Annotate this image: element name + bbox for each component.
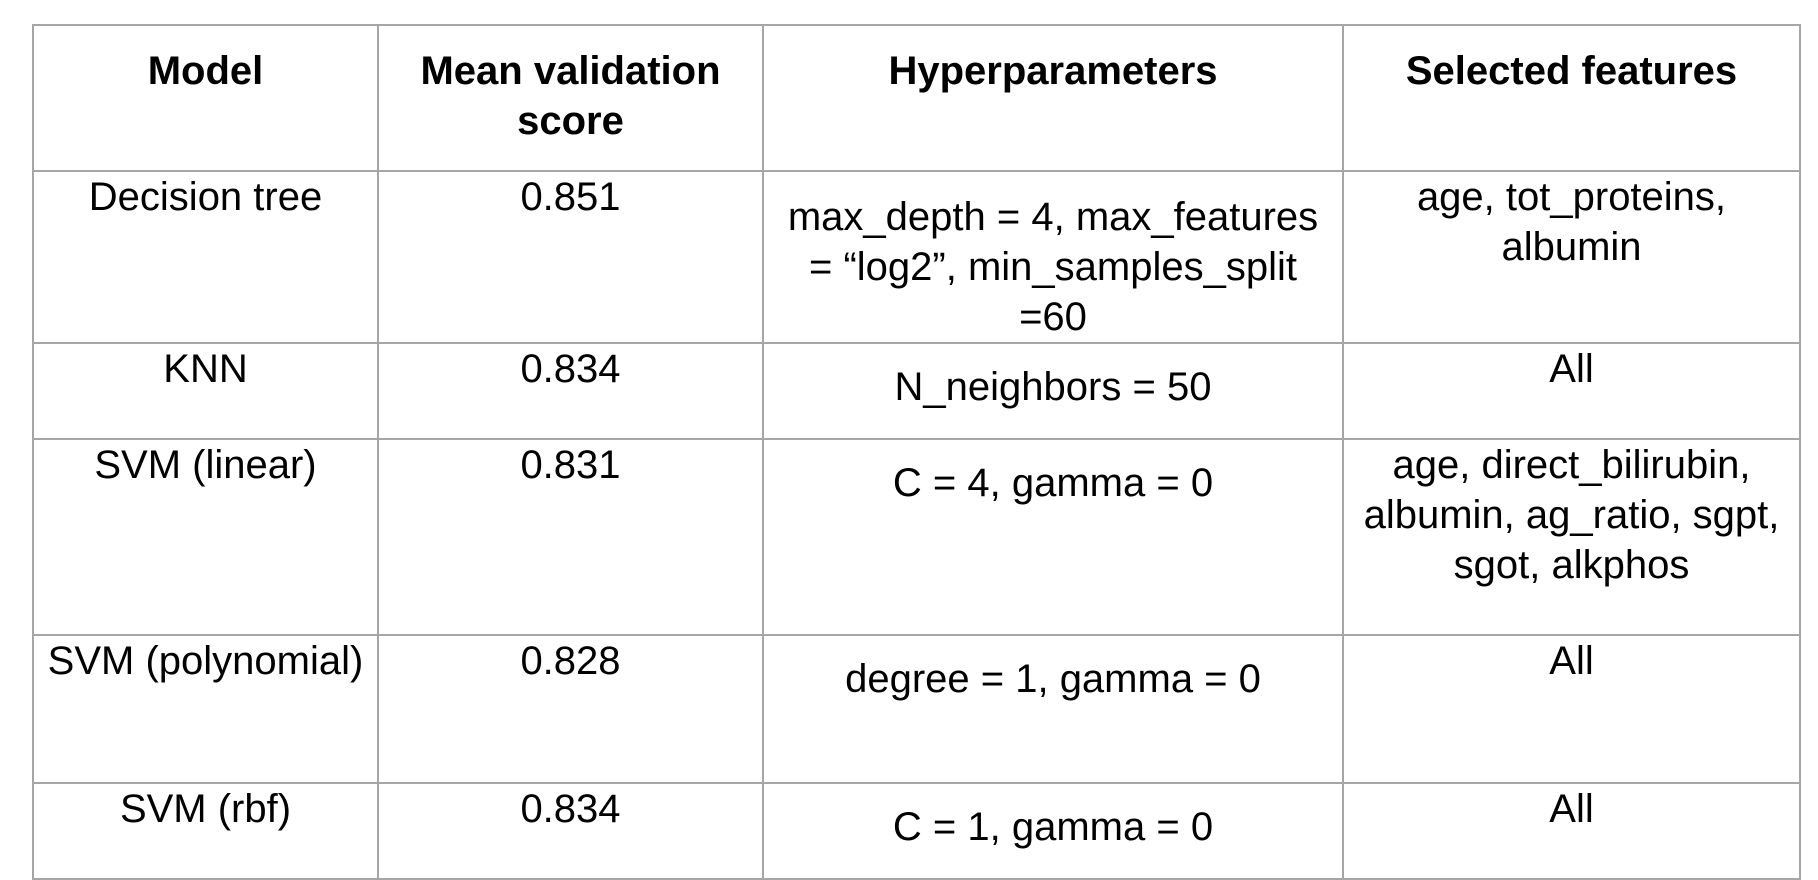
- header-selected-features: Selected features: [1342, 24, 1801, 172]
- cell-features: age, tot_proteins, albumin: [1342, 170, 1801, 344]
- cell-model: KNN: [32, 342, 379, 440]
- cell-hyperparameters: degree = 1, gamma = 0: [762, 634, 1344, 784]
- cell-hyperparameters: N_neighbors = 50: [762, 342, 1344, 440]
- table-row: KNN 0.834 N_neighbors = 50 All: [32, 342, 1801, 440]
- table-row: Decision tree 0.851 max_depth = 4, max_f…: [32, 170, 1801, 344]
- header-hyperparameters: Hyperparameters: [762, 24, 1344, 172]
- cell-model: SVM (linear): [32, 438, 379, 636]
- table-row: SVM (rbf) 0.834 C = 1, gamma = 0 All: [32, 782, 1801, 880]
- cell-score: 0.834: [377, 782, 764, 880]
- header-row: Model Mean validation score Hyperparamet…: [32, 24, 1801, 172]
- cell-score: 0.834: [377, 342, 764, 440]
- table-row: SVM (linear) 0.831 C = 4, gamma = 0 age,…: [32, 438, 1801, 636]
- cell-features: All: [1342, 634, 1801, 784]
- cell-score: 0.831: [377, 438, 764, 636]
- header-model: Model: [32, 24, 379, 172]
- cell-features: All: [1342, 342, 1801, 440]
- header-mean-validation-score: Mean validation score: [377, 24, 764, 172]
- cell-score: 0.851: [377, 170, 764, 344]
- cell-score: 0.828: [377, 634, 764, 784]
- cell-hyperparameters: C = 4, gamma = 0: [762, 438, 1344, 636]
- cell-features: age, direct_bilirubin, albumin, ag_ratio…: [1342, 438, 1801, 636]
- cell-hyperparameters: max_depth = 4, max_features = “log2”, mi…: [762, 170, 1344, 344]
- cell-model: SVM (polynomial): [32, 634, 379, 784]
- table-row: SVM (polynomial) 0.828 degree = 1, gamma…: [32, 634, 1801, 784]
- cell-hyperparameters: C = 1, gamma = 0: [762, 782, 1344, 880]
- cell-model: Decision tree: [32, 170, 379, 344]
- cell-features: All: [1342, 782, 1801, 880]
- cell-model: SVM (rbf): [32, 782, 379, 880]
- results-table: Model Mean validation score Hyperparamet…: [32, 24, 1801, 880]
